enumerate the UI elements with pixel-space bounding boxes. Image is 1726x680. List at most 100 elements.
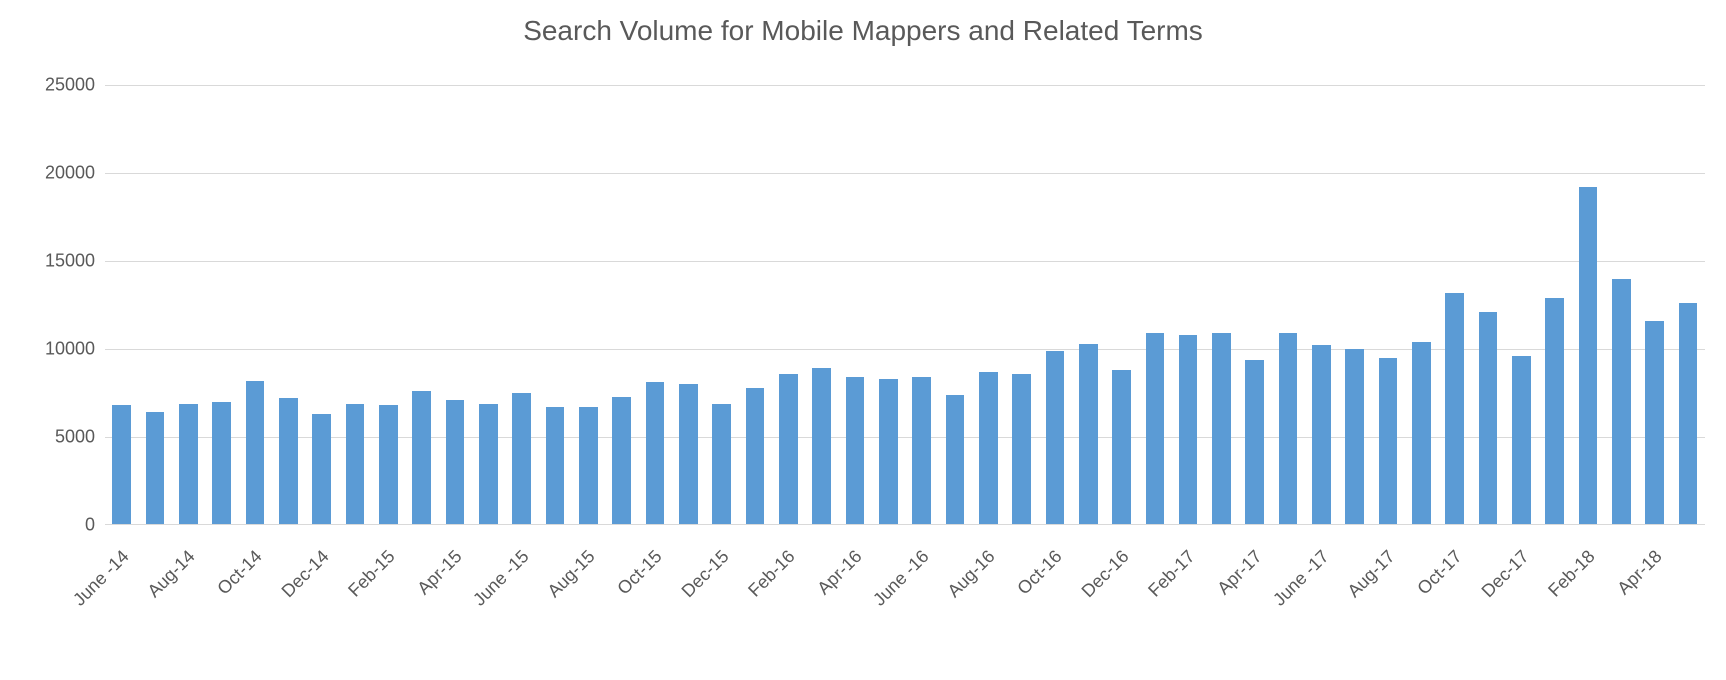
bar	[312, 414, 331, 525]
bar-chart: Search Volume for Mobile Mappers and Rel…	[0, 0, 1726, 680]
bar-slot	[938, 85, 971, 525]
bar-slot	[1238, 85, 1271, 525]
chart-title: Search Volume for Mobile Mappers and Rel…	[0, 15, 1726, 47]
bar	[479, 404, 498, 525]
bar-slot	[1038, 85, 1071, 525]
bar-slot	[205, 85, 238, 525]
x-tick-label: Oct-16	[1013, 546, 1066, 599]
bar	[1245, 360, 1264, 525]
bar-slot	[305, 85, 338, 525]
x-tick-label: Aug-14	[144, 546, 200, 602]
x-tick-label: Aug-16	[944, 546, 1000, 602]
bar	[1645, 321, 1664, 525]
bar	[346, 404, 365, 525]
bar	[679, 384, 698, 525]
bar-slot	[1438, 85, 1471, 525]
bar-slot	[1538, 85, 1571, 525]
x-tick-label: Feb-18	[1545, 546, 1600, 601]
bar	[879, 379, 898, 525]
bar	[1279, 333, 1298, 525]
bar	[579, 407, 598, 525]
x-tick-label: Dec-16	[1077, 546, 1133, 602]
plot-area: 0500010000150002000025000	[105, 85, 1705, 525]
bar	[979, 372, 998, 525]
x-tick-label: Dec-15	[677, 546, 733, 602]
bar	[1312, 345, 1331, 525]
bar-slot	[738, 85, 771, 525]
bar	[1345, 349, 1364, 525]
bar-slot	[472, 85, 505, 525]
bar	[846, 377, 865, 525]
bar-series	[105, 85, 1705, 525]
bar-slot	[1638, 85, 1671, 525]
bar-slot	[1005, 85, 1038, 525]
bar-slot	[172, 85, 205, 525]
bar-slot	[238, 85, 271, 525]
bar-slot	[538, 85, 571, 525]
x-tick-label: June -17	[1269, 546, 1333, 610]
bar	[1212, 333, 1231, 525]
bar	[212, 402, 231, 525]
x-tick-label: June -14	[69, 546, 133, 610]
bar	[279, 398, 298, 525]
bar-slot	[772, 85, 805, 525]
bar	[1679, 303, 1698, 525]
bar-slot	[138, 85, 171, 525]
y-tick-label: 25000	[45, 75, 105, 96]
bar	[1179, 335, 1198, 525]
bar	[912, 377, 931, 525]
bar	[612, 397, 631, 525]
x-tick-label: Apr-17	[1213, 546, 1266, 599]
bar-slot	[1205, 85, 1238, 525]
bar-slot	[605, 85, 638, 525]
bar	[1479, 312, 1498, 525]
bar-slot	[338, 85, 371, 525]
bar-slot	[438, 85, 471, 525]
bar	[1012, 374, 1031, 525]
bar	[1545, 298, 1564, 525]
bar-slot	[1072, 85, 1105, 525]
bar	[246, 381, 265, 525]
bar-slot	[1505, 85, 1538, 525]
bar	[1412, 342, 1431, 525]
x-tick-label: June -16	[869, 546, 933, 610]
bar-slot	[1105, 85, 1138, 525]
x-tick-label: Apr-18	[1613, 546, 1666, 599]
bar-slot	[272, 85, 305, 525]
bar-slot	[405, 85, 438, 525]
bar-slot	[1405, 85, 1438, 525]
bar-slot	[1138, 85, 1171, 525]
y-tick-label: 5000	[55, 427, 105, 448]
bar	[1046, 351, 1065, 525]
y-tick-label: 10000	[45, 339, 105, 360]
bar-slot	[672, 85, 705, 525]
x-tick-label: Oct-14	[213, 546, 266, 599]
bar	[1445, 293, 1464, 525]
bar	[779, 374, 798, 525]
bar	[112, 405, 131, 525]
x-axis-labels: June -14Aug-14Oct-14Dec-14Feb-15Apr-15Ju…	[105, 533, 1705, 653]
bar-slot	[1305, 85, 1338, 525]
x-tick-label: Apr-15	[413, 546, 466, 599]
x-tick-label: Apr-16	[813, 546, 866, 599]
bar	[412, 391, 431, 525]
bar	[746, 388, 765, 525]
bar-slot	[1371, 85, 1404, 525]
bar	[379, 405, 398, 525]
bar-slot	[1338, 85, 1371, 525]
x-tick-label: Feb-16	[745, 546, 800, 601]
y-tick-label: 15000	[45, 251, 105, 272]
bar-slot	[905, 85, 938, 525]
bar	[946, 395, 965, 525]
bar	[179, 404, 198, 525]
bar-slot	[872, 85, 905, 525]
bar	[1146, 333, 1165, 525]
bar-slot	[1571, 85, 1604, 525]
bar	[512, 393, 531, 525]
x-tick-label: June -15	[469, 546, 533, 610]
y-tick-label: 20000	[45, 163, 105, 184]
bar-slot	[838, 85, 871, 525]
y-tick-label: 0	[85, 515, 105, 536]
bar-slot	[638, 85, 671, 525]
bar-slot	[1471, 85, 1504, 525]
